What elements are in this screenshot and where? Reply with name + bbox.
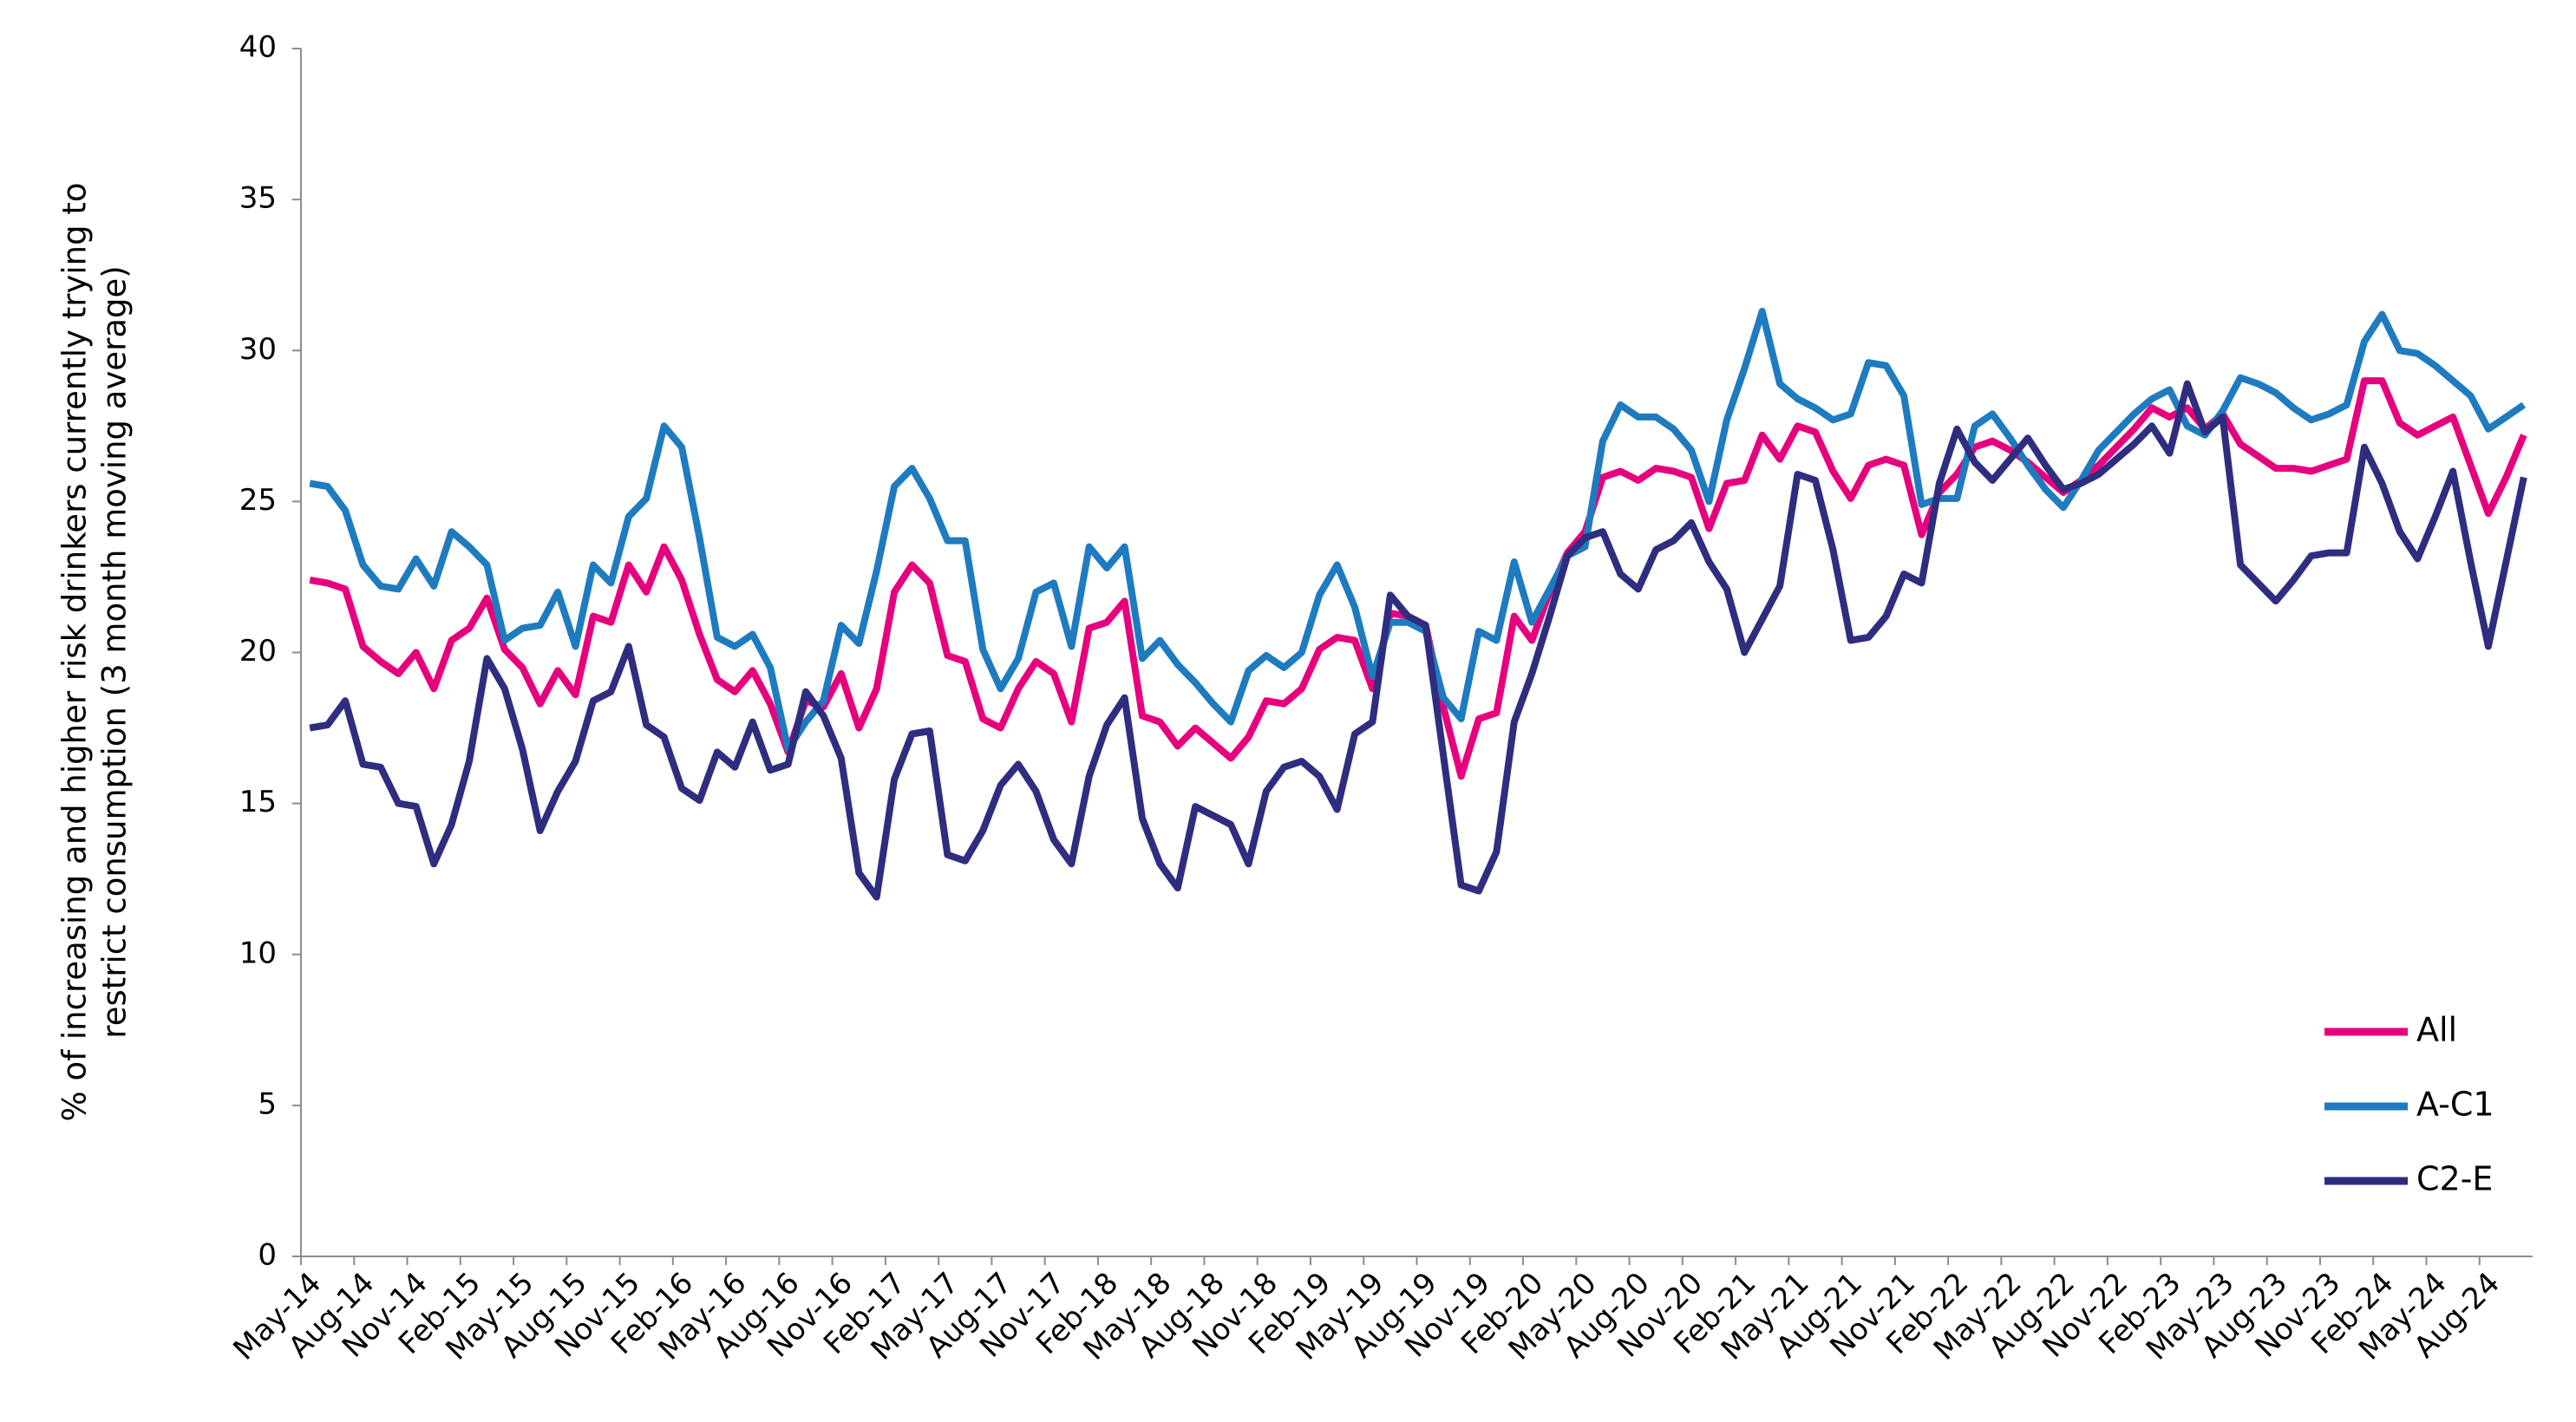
y-axis-title-line: % of increasing and higher risk drinkers… — [56, 183, 94, 1122]
y-tick-label: 20 — [239, 634, 277, 669]
legend-label: All — [2416, 1011, 2457, 1049]
y-tick-label: 35 — [239, 181, 277, 216]
y-axis-title-line: restrict consumption (3 month moving ave… — [96, 265, 134, 1038]
y-tick-label: 15 — [239, 785, 277, 819]
legend-label: A-C1 — [2416, 1086, 2494, 1124]
legend-label: C2-E — [2416, 1160, 2493, 1198]
y-tick-label: 30 — [239, 332, 277, 367]
y-tick-label: 25 — [239, 483, 277, 518]
y-tick-label: 40 — [239, 30, 277, 65]
series-line — [309, 308, 2527, 753]
series-line — [309, 380, 2527, 901]
y-tick-label: 0 — [258, 1238, 277, 1273]
y-axis-title: % of increasing and higher risk drinkers… — [56, 183, 134, 1122]
y-tick-label: 5 — [258, 1086, 277, 1121]
y-tick-label: 10 — [239, 936, 277, 970]
